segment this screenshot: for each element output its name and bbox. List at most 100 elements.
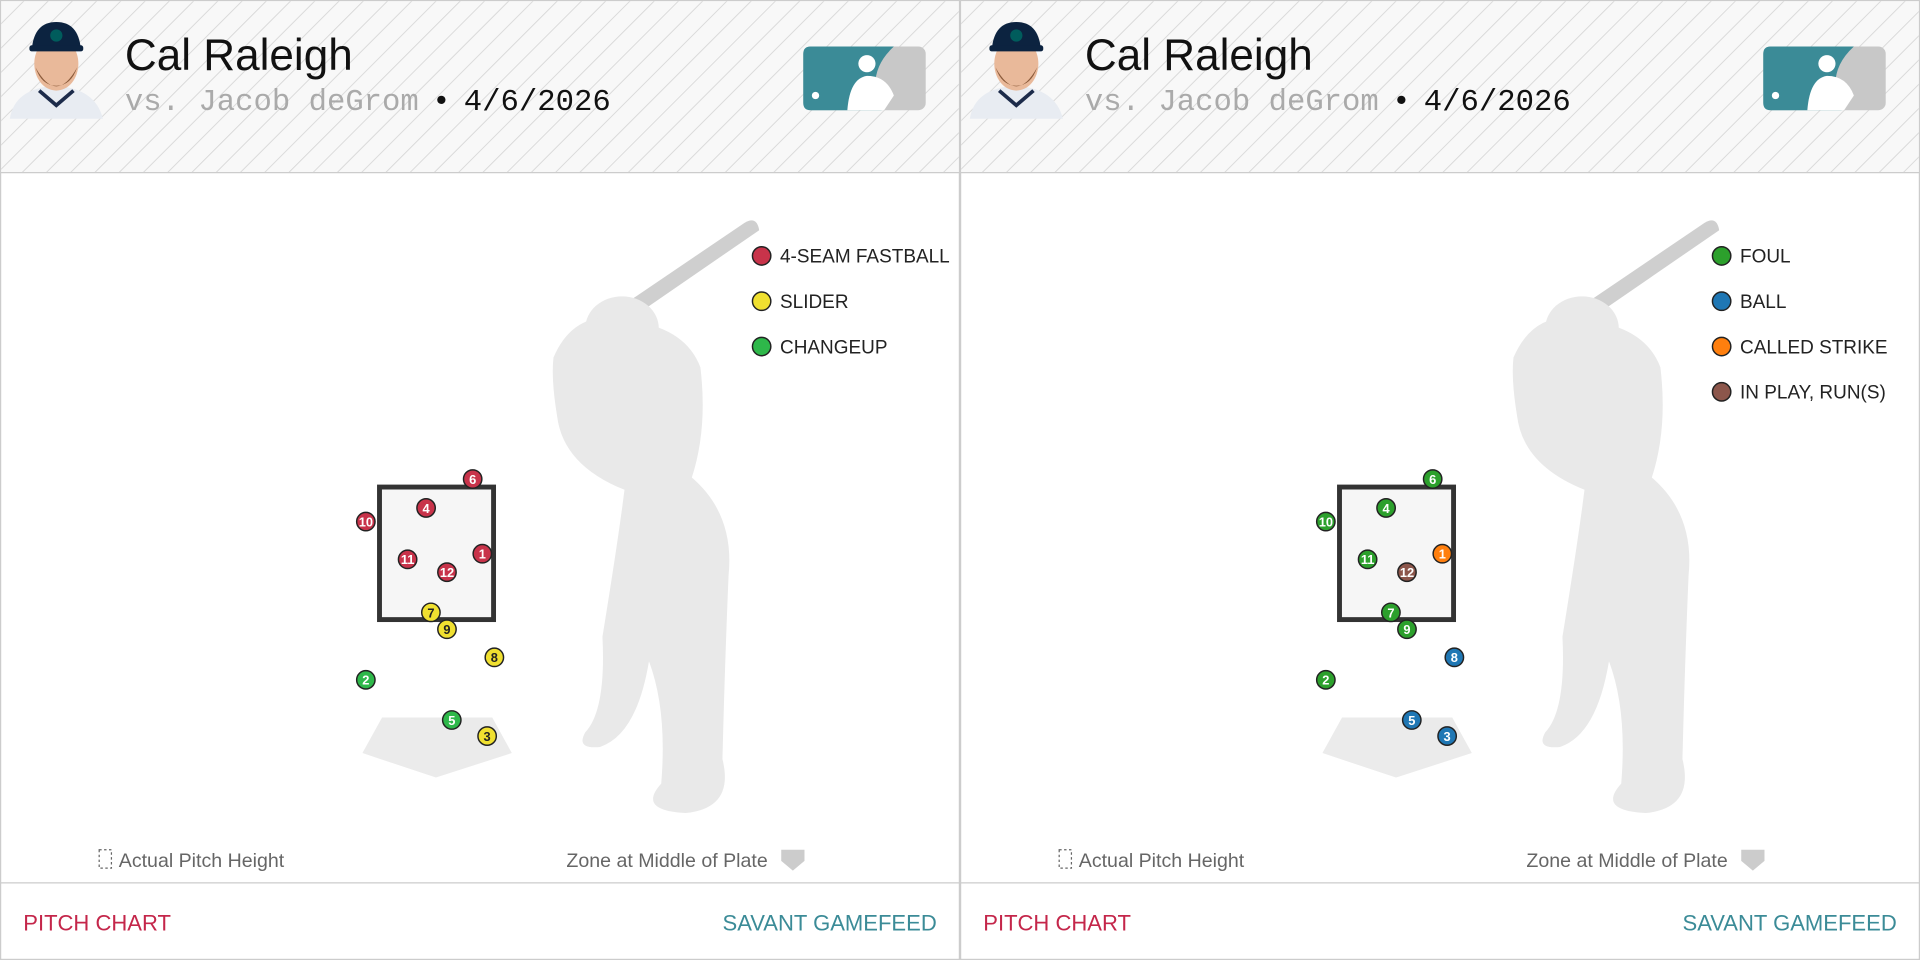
legend-label: BALL	[1740, 292, 1786, 313]
photo-shirt	[9, 85, 103, 119]
pitch-number: 11	[401, 552, 415, 567]
player-name: Cal Raleigh	[1085, 31, 1313, 80]
batter-body	[1512, 317, 1690, 814]
photo-collar	[37, 89, 75, 108]
header-bg	[1, 1, 959, 173]
legend-swatch	[751, 246, 772, 266]
photo-collar	[997, 89, 1035, 108]
pitch-chart-panel: Cal Raleigh vs. Jacob deGrom • 4/6/2026 4-SE…	[0, 0, 960, 960]
logo-head	[858, 55, 876, 73]
opponent: vs. Jacob deGrom	[125, 86, 419, 120]
photo-brim	[29, 45, 84, 52]
legend-label: CALLED STRIKE	[1740, 337, 1888, 358]
legend-swatch	[751, 291, 772, 312]
pitch-number: 6	[469, 472, 476, 487]
legend-label: CHANGEUP	[780, 337, 888, 358]
mlb-logo	[803, 46, 926, 111]
logo-body	[847, 75, 894, 111]
legend-swatch	[1711, 336, 1732, 357]
pitch-marker	[1432, 543, 1453, 564]
header-bg	[961, 1, 1919, 173]
pitch-number: 2	[362, 673, 369, 688]
pitch-number: 7	[1387, 605, 1394, 620]
separator: •	[1396, 83, 1407, 117]
pitch-number: 8	[491, 650, 498, 665]
pitch-number: 3	[484, 729, 491, 744]
home-plate	[362, 717, 512, 778]
legend-swatch	[1711, 246, 1732, 266]
opponent: vs. Jacob deGrom	[1085, 86, 1379, 120]
pitch-number: 1	[1439, 547, 1446, 562]
height-icon	[1058, 849, 1073, 869]
photo-cap-logo	[1010, 29, 1023, 42]
height-note: Actual Pitch Height	[1079, 850, 1245, 872]
pitch-marker	[1397, 619, 1417, 640]
separator: •	[436, 83, 447, 117]
gamefeed-link[interactable]: SAVANT GAMEFEED	[723, 911, 937, 936]
pitch-marker	[355, 669, 376, 690]
legend-swatch	[751, 336, 772, 357]
pitch-number: 1	[479, 547, 486, 562]
logo-ball	[1771, 91, 1780, 100]
photo-brim	[989, 45, 1044, 52]
pitch-marker	[1315, 511, 1336, 532]
pitch-marker	[1444, 647, 1465, 668]
player-photo	[969, 22, 1063, 119]
pitch-marker	[1397, 562, 1417, 583]
pitch-chart-link[interactable]: PITCH CHART	[23, 911, 171, 936]
legend-label: FOUL	[1740, 247, 1791, 268]
player-name: Cal Raleigh	[125, 31, 353, 80]
legend-swatch	[1711, 291, 1732, 312]
pitch-marker	[355, 511, 376, 532]
legend-label: 4-SEAM FASTBALL	[780, 247, 950, 268]
pitch-number: 10	[1319, 514, 1333, 529]
pitch-marker	[441, 710, 462, 730]
pitch-number: 9	[443, 622, 450, 637]
pitch-marker	[1357, 549, 1378, 570]
pitch-number: 3	[1444, 729, 1451, 744]
height-note: Actual Pitch Height	[119, 850, 285, 872]
pitch-chart-panel: Cal Raleigh vs. Jacob deGrom • 4/6/2026 FOUL…	[960, 0, 1920, 960]
pitch-number: 4	[1383, 501, 1391, 516]
pitch-number: 9	[1403, 622, 1410, 637]
batter-silhouette	[1512, 220, 1720, 814]
pitch-marker	[477, 726, 498, 746]
pitch-number: 12	[1400, 565, 1414, 580]
pitch-number: 11	[1361, 552, 1375, 567]
photo-shirt	[969, 85, 1063, 119]
pitch-number: 2	[1322, 673, 1329, 688]
pitch-number: 5	[448, 713, 455, 728]
pitch-marker	[1401, 710, 1422, 730]
pitch-marker	[462, 469, 483, 489]
pitch-marker	[437, 619, 457, 640]
pitch-chart-link[interactable]: PITCH CHART	[983, 911, 1131, 936]
logo-ball	[811, 91, 820, 100]
pitch-number: 6	[1429, 472, 1436, 487]
pitch-marker	[416, 498, 437, 518]
player-photo	[9, 22, 103, 119]
zone-icon	[1741, 849, 1765, 871]
pitch-marker	[484, 647, 505, 668]
pitch-marker	[472, 543, 493, 564]
pitch-marker	[437, 562, 457, 583]
logo-head	[1818, 55, 1836, 73]
pitch-number: 10	[359, 514, 373, 529]
matchup: vs. Jacob deGrom • 4/6/2026	[1085, 83, 1571, 120]
home-plate	[1322, 717, 1472, 778]
pitch-marker	[1315, 669, 1336, 690]
zone-note: Zone at Middle of Plate	[1526, 850, 1727, 872]
batter-silhouette	[552, 220, 760, 814]
pitch-marker	[1437, 726, 1458, 746]
pitch-number: 12	[440, 565, 454, 580]
pitch-number: 8	[1451, 650, 1458, 665]
height-icon	[98, 849, 113, 869]
legend-swatch	[1711, 381, 1732, 402]
pitch-marker	[420, 602, 441, 623]
matchup: vs. Jacob deGrom • 4/6/2026	[125, 83, 611, 120]
pitch-marker	[1376, 498, 1397, 518]
legend-label: IN PLAY, RUN(S)	[1740, 383, 1886, 404]
photo-beard	[995, 67, 1038, 87]
gamefeed-link[interactable]: SAVANT GAMEFEED	[1683, 911, 1897, 936]
pitch-marker	[1380, 602, 1401, 623]
